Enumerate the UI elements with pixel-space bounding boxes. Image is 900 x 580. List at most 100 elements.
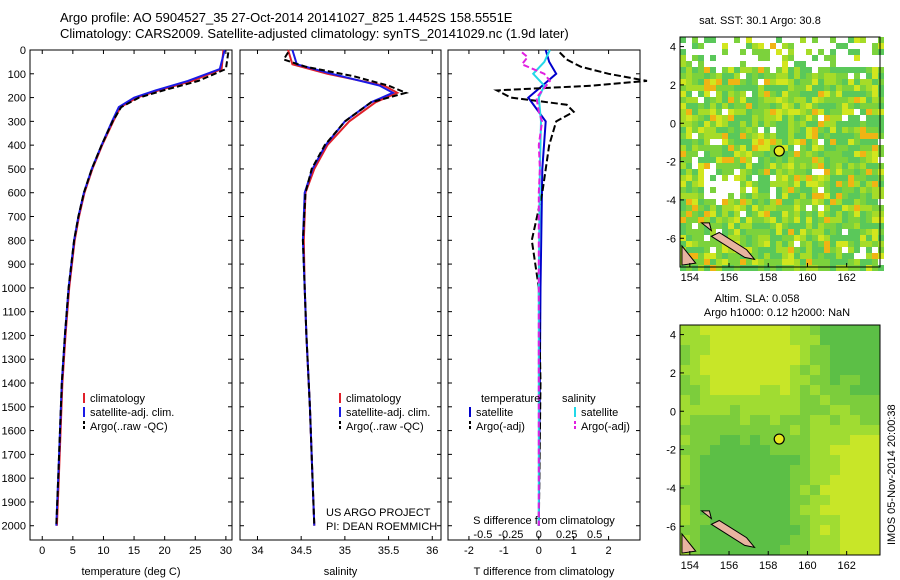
heatmap-cell: [836, 241, 842, 247]
land-island: [681, 244, 697, 266]
heatmap-cell: [746, 67, 752, 73]
heatmap-cell: [722, 67, 728, 73]
heatmap-cell: [878, 115, 884, 121]
heatmap-cell: [848, 115, 854, 121]
heatmap-cell: [782, 259, 788, 265]
heatmap-cell: [770, 325, 780, 335]
heatmap-cell: [830, 395, 840, 405]
heatmap-cell: [770, 485, 780, 495]
top-tick-label: 0: [536, 529, 542, 541]
heatmap-cell: [704, 265, 710, 271]
heatmap-cell: [824, 229, 830, 235]
heatmap-cell: [734, 175, 740, 181]
heatmap-cell: [758, 187, 764, 193]
heatmap-cell: [794, 205, 800, 211]
heatmap-cell: [776, 115, 782, 121]
heatmap-cell: [770, 415, 780, 425]
heatmap-cell: [824, 157, 830, 163]
heatmap-cell: [866, 127, 872, 133]
heatmap-cell: [878, 187, 884, 193]
heatmap-cell: [700, 495, 710, 505]
heatmap-cell: [782, 61, 788, 67]
heatmap-cell: [800, 435, 810, 445]
heatmap-cell: [680, 55, 686, 61]
heatmap-cell: [810, 415, 820, 425]
heatmap-cell: [840, 415, 850, 425]
heatmap-cell: [860, 169, 866, 175]
heatmap-cell: [818, 175, 824, 181]
heatmap-cell: [740, 139, 746, 145]
heatmap-cell: [788, 97, 794, 103]
heatmap-cell: [850, 325, 860, 335]
heatmap-cell: [730, 355, 740, 365]
heatmap-cells: [680, 37, 884, 271]
heatmap-cell: [740, 235, 746, 241]
heatmap-cell: [800, 405, 810, 415]
heatmap-cell: [820, 415, 830, 425]
heatmap-cell: [780, 515, 790, 525]
heatmap-cell: [812, 163, 818, 169]
heatmap-cell: [728, 223, 734, 229]
heatmap-cell: [810, 545, 820, 555]
heatmap-cell: [878, 103, 884, 109]
heatmap-cell: [800, 217, 806, 223]
heatmap-cell: [818, 121, 824, 127]
heatmap-cell: [770, 445, 780, 455]
heatmap-cell: [776, 91, 782, 97]
heatmap-cell: [800, 475, 810, 485]
heatmap-cell: [788, 229, 794, 235]
heatmap-cell: [740, 145, 746, 151]
heatmap-cell: [734, 265, 740, 271]
heatmap-cell: [692, 145, 698, 151]
heatmap-cell: [740, 425, 750, 435]
heatmap-cell: [860, 175, 866, 181]
x-tick-label: 10: [97, 545, 109, 557]
heatmap-cell: [810, 465, 820, 475]
heatmap-cell: [878, 193, 884, 199]
heatmap-cell: [860, 85, 866, 91]
heatmap-cell: [760, 405, 770, 415]
heatmap-cell: [722, 91, 728, 97]
heatmap-cell: [710, 55, 716, 61]
heatmap-cell: [716, 259, 722, 265]
x-axis-label: temperature (deg C): [81, 566, 180, 578]
x-tick-label: 162: [837, 560, 855, 572]
heatmap-cell: [770, 169, 776, 175]
heatmap-cell: [848, 199, 854, 205]
heatmap-cell: [740, 365, 750, 375]
heatmap-cell: [860, 365, 870, 375]
plot-frame: [29, 49, 233, 541]
y-tick-label: 200: [8, 93, 26, 105]
heatmap-cell: [872, 151, 878, 157]
heatmap-cell: [800, 385, 810, 395]
heatmap-cell: [860, 259, 866, 265]
heatmap-cell: [824, 145, 830, 151]
heatmap-cell: [842, 43, 848, 49]
heatmap-cell: [800, 151, 806, 157]
heatmap-cell: [850, 355, 860, 365]
heatmap-cell: [818, 265, 824, 271]
heatmap-cell: [680, 193, 686, 199]
heatmap-cell: [764, 199, 770, 205]
heatmap-cell: [750, 345, 760, 355]
heatmap-cell: [850, 365, 860, 375]
heatmap-cell: [878, 127, 884, 133]
heatmap-cell: [794, 193, 800, 199]
legend-label: Argo(..raw -QC): [90, 421, 168, 433]
heatmap-cell: [806, 67, 812, 73]
heatmap-cell: [788, 43, 794, 49]
heatmap-cell: [818, 85, 824, 91]
heatmap-cell: [758, 103, 764, 109]
heatmap-cell: [734, 151, 740, 157]
heatmap-cell: [764, 175, 770, 181]
heatmap-cell: [840, 355, 850, 365]
heatmap-cell: [870, 515, 880, 525]
heatmap-cell: [700, 505, 710, 515]
heatmap-cell: [698, 115, 704, 121]
heatmap-cell: [782, 193, 788, 199]
heatmap-cell: [728, 127, 734, 133]
heatmap-cell: [810, 515, 820, 525]
heatmap-cell: [680, 163, 686, 169]
heatmap-cell: [830, 139, 836, 145]
heatmap-cell: [836, 145, 842, 151]
